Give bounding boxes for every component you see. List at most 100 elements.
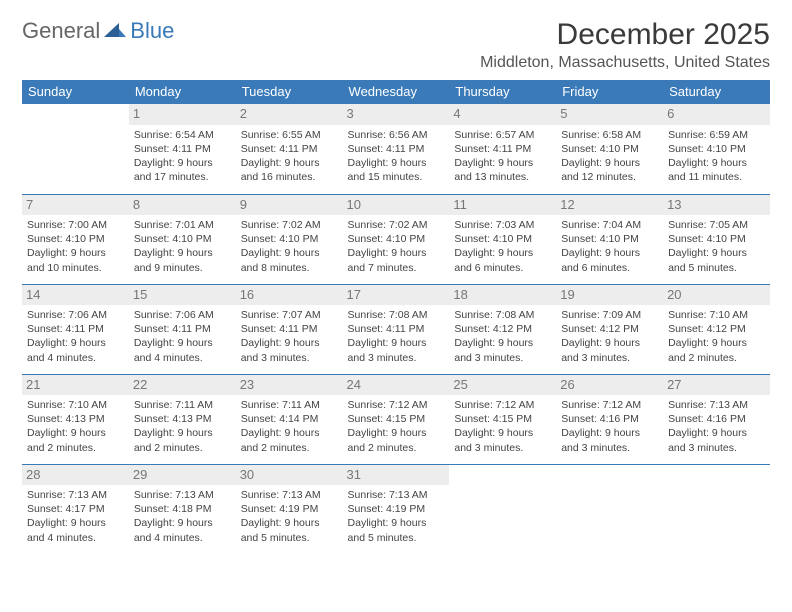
logo-sail-icon [104, 18, 126, 44]
sunrise-line: Sunrise: 7:10 AM [668, 308, 765, 322]
weekday-header-row: Sunday Monday Tuesday Wednesday Thursday… [22, 80, 770, 104]
day-number: 1 [129, 104, 236, 125]
logo-text-general: General [22, 18, 100, 44]
calendar-week-row: 28Sunrise: 7:13 AMSunset: 4:17 PMDayligh… [22, 464, 770, 554]
daylight-line: Daylight: 9 hours and 3 minutes. [668, 426, 765, 454]
day-number: 24 [343, 375, 450, 396]
logo: General Blue [22, 18, 174, 44]
sunset-line: Sunset: 4:10 PM [27, 232, 124, 246]
calendar-cell: 4Sunrise: 6:57 AMSunset: 4:11 PMDaylight… [449, 104, 556, 194]
sunset-line: Sunset: 4:10 PM [134, 232, 231, 246]
day-number: 12 [556, 195, 663, 216]
sunset-line: Sunset: 4:19 PM [348, 502, 445, 516]
calendar-cell: 15Sunrise: 7:06 AMSunset: 4:11 PMDayligh… [129, 284, 236, 374]
daylight-line: Daylight: 9 hours and 16 minutes. [241, 156, 338, 184]
sunset-line: Sunset: 4:14 PM [241, 412, 338, 426]
calendar-cell: 20Sunrise: 7:10 AMSunset: 4:12 PMDayligh… [663, 284, 770, 374]
sunrise-line: Sunrise: 7:12 AM [561, 398, 658, 412]
sunset-line: Sunset: 4:11 PM [348, 142, 445, 156]
sunrise-line: Sunrise: 7:12 AM [348, 398, 445, 412]
day-number: 10 [343, 195, 450, 216]
sunset-line: Sunset: 4:12 PM [668, 322, 765, 336]
weekday-header: Monday [129, 80, 236, 104]
calendar-cell [663, 464, 770, 554]
calendar-cell [556, 464, 663, 554]
weekday-header: Friday [556, 80, 663, 104]
calendar-cell: 14Sunrise: 7:06 AMSunset: 4:11 PMDayligh… [22, 284, 129, 374]
sunset-line: Sunset: 4:11 PM [348, 322, 445, 336]
sunrise-line: Sunrise: 7:13 AM [134, 488, 231, 502]
sunrise-line: Sunrise: 7:01 AM [134, 218, 231, 232]
calendar-cell [449, 464, 556, 554]
daylight-line: Daylight: 9 hours and 6 minutes. [561, 246, 658, 274]
calendar-cell: 11 Sunrise: 7:03 AMSunset: 4:10 PMDayligh… [449, 194, 556, 284]
sunrise-line: Sunrise: 7:07 AM [241, 308, 338, 322]
day-number: 29 [129, 465, 236, 486]
sunset-line: Sunset: 4:10 PM [561, 142, 658, 156]
daylight-line: Daylight: 9 hours and 3 minutes. [348, 336, 445, 364]
calendar-cell: 7Sunrise: 7:00 AMSunset: 4:10 PMDaylight… [22, 194, 129, 284]
day-number: 5 [556, 104, 663, 125]
daylight-line: Daylight: 9 hours and 11 minutes. [668, 156, 765, 184]
sunrise-line: Sunrise: 7:11 AM [241, 398, 338, 412]
calendar-cell: 8Sunrise: 7:01 AMSunset: 4:10 PMDaylight… [129, 194, 236, 284]
sunrise-line: Sunrise: 7:13 AM [348, 488, 445, 502]
day-number: 4 [449, 104, 556, 125]
day-number: 11 [449, 195, 556, 216]
calendar-cell: 19Sunrise: 7:09 AMSunset: 4:12 PMDayligh… [556, 284, 663, 374]
sunrise-line: Sunrise: 7:08 AM [454, 308, 551, 322]
daylight-line: Daylight: 9 hours and 4 minutes. [134, 336, 231, 364]
weekday-header: Saturday [663, 80, 770, 104]
daylight-line: Daylight: 9 hours and 15 minutes. [348, 156, 445, 184]
calendar-cell: 13Sunrise: 7:05 AMSunset: 4:10 PMDayligh… [663, 194, 770, 284]
daylight-line: Daylight: 9 hours and 3 minutes. [454, 426, 551, 454]
day-number: 13 [663, 195, 770, 216]
day-number: 16 [236, 285, 343, 306]
sunset-line: Sunset: 4:10 PM [454, 232, 551, 246]
sunset-line: Sunset: 4:13 PM [134, 412, 231, 426]
calendar-week-row: 1Sunrise: 6:54 AMSunset: 4:11 PMDaylight… [22, 104, 770, 194]
sunrise-line: Sunrise: 7:11 AM [134, 398, 231, 412]
sunset-line: Sunset: 4:16 PM [561, 412, 658, 426]
sunset-line: Sunset: 4:17 PM [27, 502, 124, 516]
calendar-cell: 27Sunrise: 7:13 AMSunset: 4:16 PMDayligh… [663, 374, 770, 464]
daylight-line: Daylight: 9 hours and 3 minutes. [561, 426, 658, 454]
daylight-line: Daylight: 9 hours and 2 minutes. [668, 336, 765, 364]
day-number: 21 [22, 375, 129, 396]
sunset-line: Sunset: 4:19 PM [241, 502, 338, 516]
calendar-cell: 30Sunrise: 7:13 AMSunset: 4:19 PMDayligh… [236, 464, 343, 554]
daylight-line: Daylight: 9 hours and 12 minutes. [561, 156, 658, 184]
day-number: 3 [343, 104, 450, 125]
sunset-line: Sunset: 4:10 PM [241, 232, 338, 246]
daylight-line: Daylight: 9 hours and 6 minutes. [454, 246, 551, 274]
calendar-cell: 21Sunrise: 7:10 AMSunset: 4:13 PMDayligh… [22, 374, 129, 464]
sunrise-line: Sunrise: 7:09 AM [561, 308, 658, 322]
day-number: 19 [556, 285, 663, 306]
sunset-line: Sunset: 4:10 PM [668, 142, 765, 156]
sunrise-line: Sunrise: 7:13 AM [27, 488, 124, 502]
calendar-cell [22, 104, 129, 194]
daylight-line: Daylight: 9 hours and 3 minutes. [241, 336, 338, 364]
daylight-line: Daylight: 9 hours and 2 minutes. [348, 426, 445, 454]
daylight-line: Daylight: 9 hours and 17 minutes. [134, 156, 231, 184]
sunset-line: Sunset: 4:18 PM [134, 502, 231, 516]
calendar-cell: 3Sunrise: 6:56 AMSunset: 4:11 PMDaylight… [343, 104, 450, 194]
calendar-cell: 5 Sunrise: 6:58 AMSunset: 4:10 PMDaylight… [556, 104, 663, 194]
sunrise-line: Sunrise: 7:03 AM [454, 218, 551, 232]
header: General Blue December 2025 Middleton, Ma… [22, 18, 770, 72]
sunset-line: Sunset: 4:12 PM [561, 322, 658, 336]
sunrise-line: Sunrise: 6:58 AM [561, 128, 658, 142]
calendar-cell: 6Sunrise: 6:59 AMSunset: 4:10 PMDaylight… [663, 104, 770, 194]
daylight-line: Daylight: 9 hours and 5 minutes. [668, 246, 765, 274]
sunset-line: Sunset: 4:11 PM [134, 322, 231, 336]
logo-text-blue: Blue [130, 18, 174, 44]
daylight-line: Daylight: 9 hours and 13 minutes. [454, 156, 551, 184]
sunset-line: Sunset: 4:13 PM [27, 412, 124, 426]
weekday-header: Sunday [22, 80, 129, 104]
sunrise-line: Sunrise: 7:06 AM [27, 308, 124, 322]
day-number: 9 [236, 195, 343, 216]
day-number: 25 [449, 375, 556, 396]
daylight-line: Daylight: 9 hours and 5 minutes. [241, 516, 338, 544]
day-number: 22 [129, 375, 236, 396]
calendar-cell: 22Sunrise: 7:11 AMSunset: 4:13 PMDayligh… [129, 374, 236, 464]
